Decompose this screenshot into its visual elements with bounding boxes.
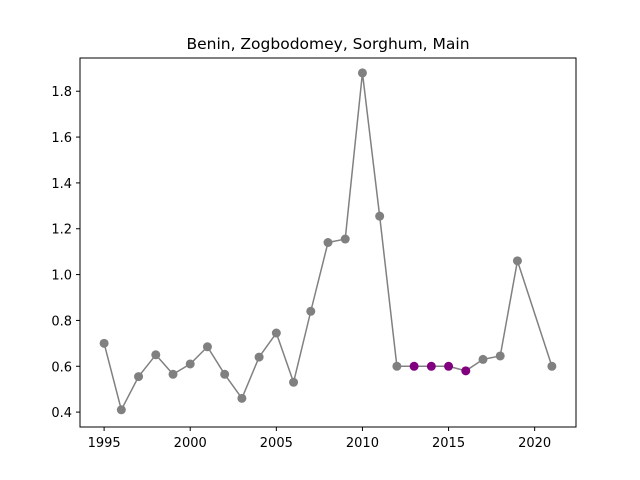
plot-frame (79, 57, 577, 428)
data-point-2010 (357, 68, 367, 78)
data-point-2004 (254, 352, 264, 362)
data-point-2001 (202, 342, 212, 352)
data-point-2017 (478, 354, 488, 364)
data-point-2018 (495, 351, 505, 361)
y-tick-label-1.6: 1.6 (51, 131, 72, 146)
data-point-2021 (547, 361, 557, 371)
data-point-2000 (185, 359, 195, 369)
chart-title: Benin, Zogbodomey, Sorghum, Main (186, 35, 469, 53)
y-tick-label-1.4: 1.4 (51, 177, 72, 192)
data-point-2012 (392, 361, 402, 371)
y-tick-label-0.8: 0.8 (51, 314, 72, 329)
data-point-2014 (426, 361, 436, 371)
data-point-1995 (99, 338, 109, 348)
data-point-2002 (220, 369, 230, 379)
x-tick-label-2020: 2020 (518, 436, 551, 451)
data-point-2019 (512, 256, 522, 266)
data-point-2005 (271, 328, 281, 338)
data-point-2011 (375, 211, 385, 221)
data-point-2007 (306, 306, 316, 316)
data-point-2016 (461, 366, 471, 376)
y-tick-label-1.0: 1.0 (51, 269, 72, 284)
data-point-2013 (409, 361, 419, 371)
y-tick-label-1.2: 1.2 (51, 223, 72, 238)
data-point-1999 (168, 369, 178, 379)
x-tick-label-2010: 2010 (346, 436, 379, 451)
data-point-1996 (116, 405, 126, 415)
x-tick-label-2005: 2005 (260, 436, 293, 451)
data-point-2008 (323, 238, 333, 247)
x-tick-label-1995: 1995 (88, 436, 121, 451)
x-tick-label-2000: 2000 (174, 436, 207, 451)
data-point-2015 (444, 361, 454, 371)
x-tick-label-2015: 2015 (432, 436, 465, 451)
data-point-2003 (237, 393, 247, 403)
data-point-2009 (340, 234, 350, 244)
data-point-1998 (151, 350, 161, 360)
y-tick-label-0.6: 0.6 (51, 360, 72, 375)
y-tick-label-0.4: 0.4 (51, 406, 72, 421)
data-point-2006 (289, 377, 299, 387)
data-point-1997 (134, 372, 144, 382)
y-tick-label-1.8: 1.8 (51, 85, 72, 100)
